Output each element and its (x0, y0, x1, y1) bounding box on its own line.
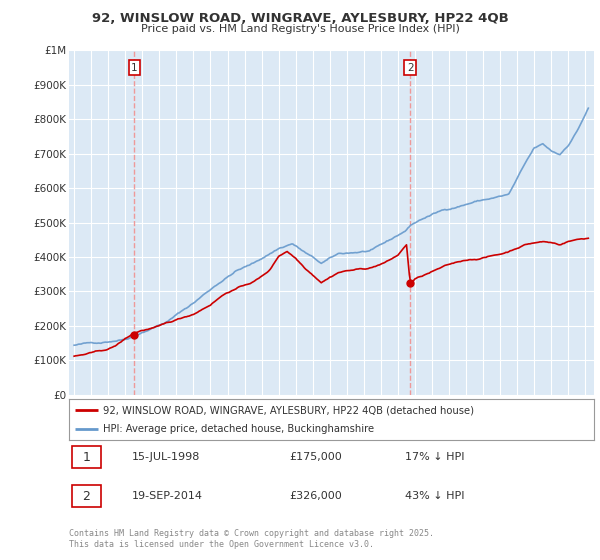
Text: HPI: Average price, detached house, Buckinghamshire: HPI: Average price, detached house, Buck… (103, 424, 374, 433)
Text: £175,000: £175,000 (290, 452, 342, 462)
Text: 15-JUL-1998: 15-JUL-1998 (132, 452, 200, 462)
Text: 2: 2 (407, 63, 413, 73)
FancyBboxPatch shape (71, 446, 101, 468)
Text: £326,000: £326,000 (290, 492, 342, 501)
Text: Price paid vs. HM Land Registry's House Price Index (HPI): Price paid vs. HM Land Registry's House … (140, 24, 460, 34)
Text: 92, WINSLOW ROAD, WINGRAVE, AYLESBURY, HP22 4QB (detached house): 92, WINSLOW ROAD, WINGRAVE, AYLESBURY, H… (103, 405, 474, 415)
Text: 17% ↓ HPI: 17% ↓ HPI (405, 452, 464, 462)
FancyBboxPatch shape (71, 486, 101, 507)
Text: 43% ↓ HPI: 43% ↓ HPI (405, 492, 464, 501)
Text: 2: 2 (82, 490, 90, 503)
Text: Contains HM Land Registry data © Crown copyright and database right 2025.
This d: Contains HM Land Registry data © Crown c… (69, 529, 434, 549)
Text: 92, WINSLOW ROAD, WINGRAVE, AYLESBURY, HP22 4QB: 92, WINSLOW ROAD, WINGRAVE, AYLESBURY, H… (92, 12, 508, 25)
Text: 1: 1 (131, 63, 138, 73)
Text: 1: 1 (82, 451, 90, 464)
Text: 19-SEP-2014: 19-SEP-2014 (132, 492, 203, 501)
